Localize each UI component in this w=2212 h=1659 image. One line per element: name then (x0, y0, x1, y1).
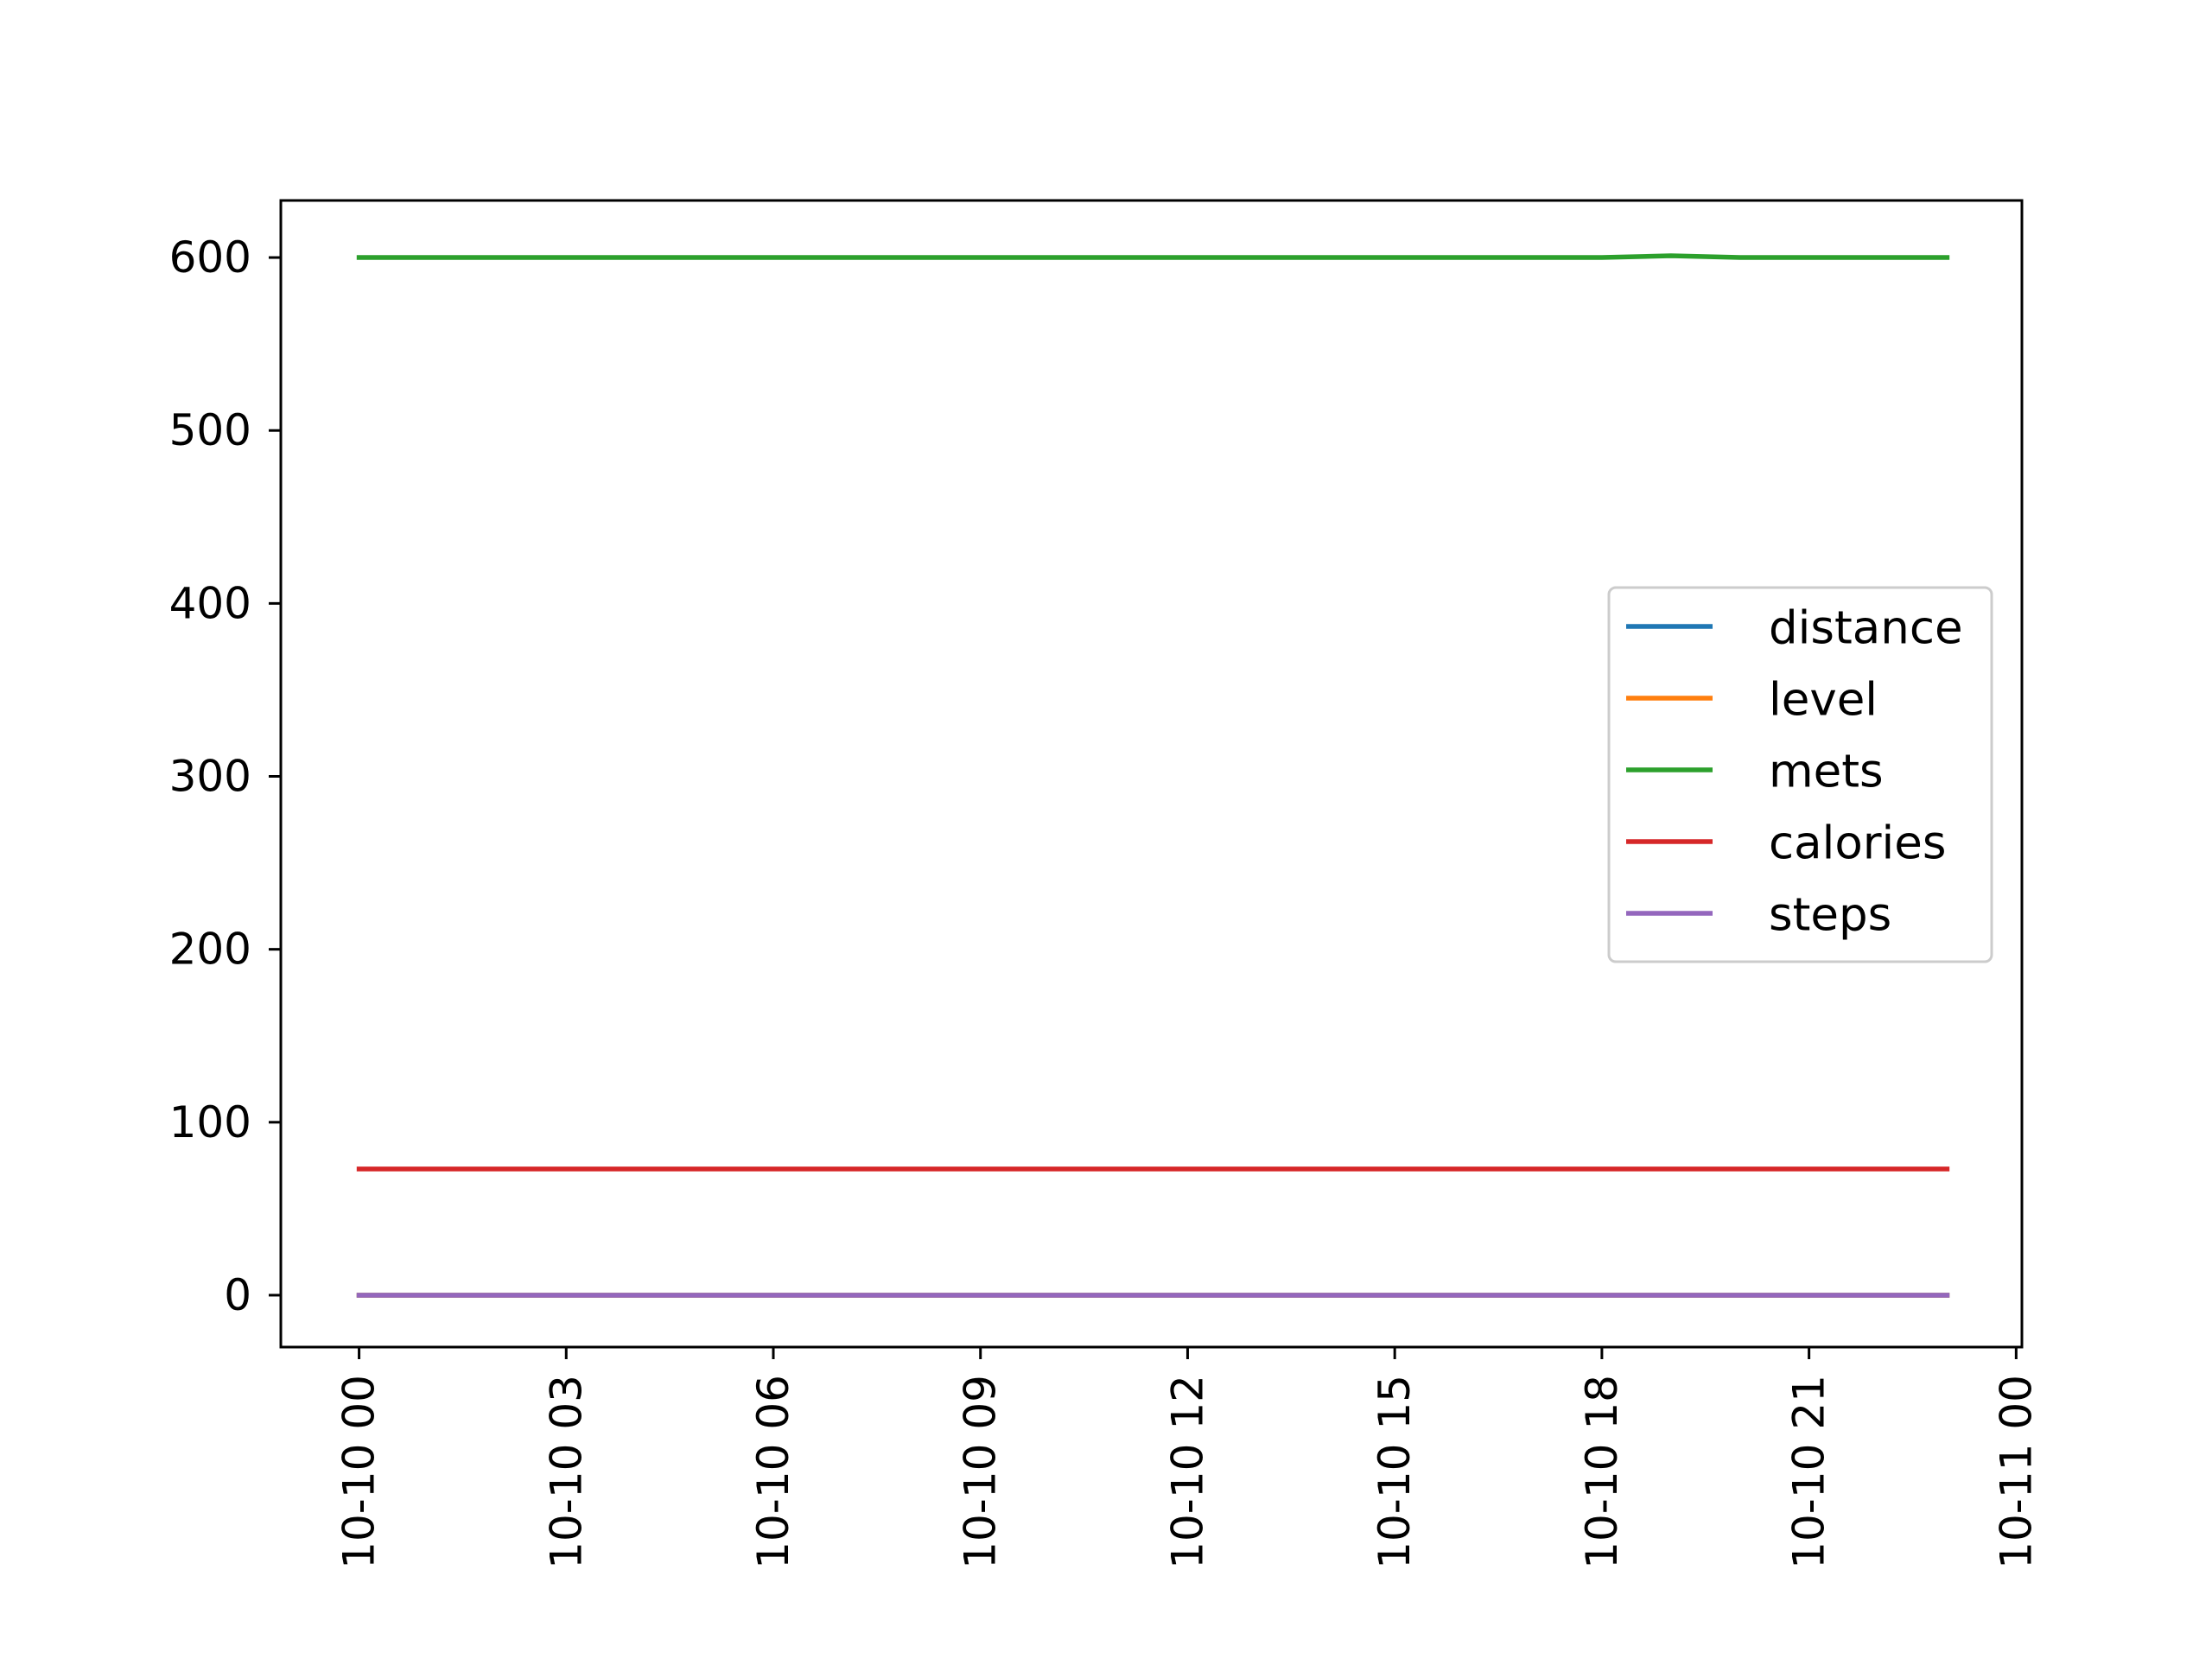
legend-box (1607, 586, 1993, 963)
x-tick-label: 10-10 06 (748, 1375, 798, 1569)
x-axis: 10-10 00 10-10 03 10-10 06 10-10 09 10-10 12… (334, 1347, 2041, 1569)
y-tick-label: 200 (169, 925, 251, 975)
legend-item-steps: steps (1626, 889, 1891, 942)
legend-label: calories (1769, 817, 1947, 870)
x-tick-label: 10-10 09 (956, 1375, 1006, 1569)
y-tick-label: 400 (169, 578, 251, 628)
x-tick-label: 10-10 21 (1784, 1375, 1834, 1569)
x-tick-label: 10-10 15 (1370, 1375, 1420, 1569)
legend-item-mets: mets (1626, 746, 1884, 798)
x-tick-label: 10-10 00 (334, 1375, 385, 1569)
x-tick-label: 10-11 00 (1991, 1375, 2041, 1569)
x-tick-label: 10-10 18 (1577, 1375, 1627, 1569)
y-tick-label: 300 (169, 752, 251, 802)
legend: distance level mets calories steps (1607, 586, 1993, 963)
x-tick-label: 10-10 12 (1162, 1375, 1212, 1569)
y-tick-label: 0 (224, 1270, 251, 1320)
legend-label: steps (1769, 889, 1891, 942)
x-tick-label: 10-10 03 (541, 1375, 591, 1569)
plot-frame (279, 199, 2024, 1349)
y-axis: 0 100 200 300 400 500 600 (169, 232, 281, 1320)
y-tick-label: 500 (169, 405, 251, 455)
legend-item-calories: calories (1626, 817, 1947, 870)
series-layer (356, 253, 1950, 1298)
legend-item-level: level (1626, 674, 1878, 727)
legend-label: mets (1769, 746, 1884, 798)
legend-item-distance: distance (1626, 602, 1963, 655)
legend-label: distance (1769, 602, 1963, 655)
y-tick-label: 600 (169, 232, 251, 283)
series-line-mets (356, 253, 1950, 260)
y-tick-label: 100 (169, 1097, 251, 1147)
legend-label: level (1769, 674, 1878, 727)
